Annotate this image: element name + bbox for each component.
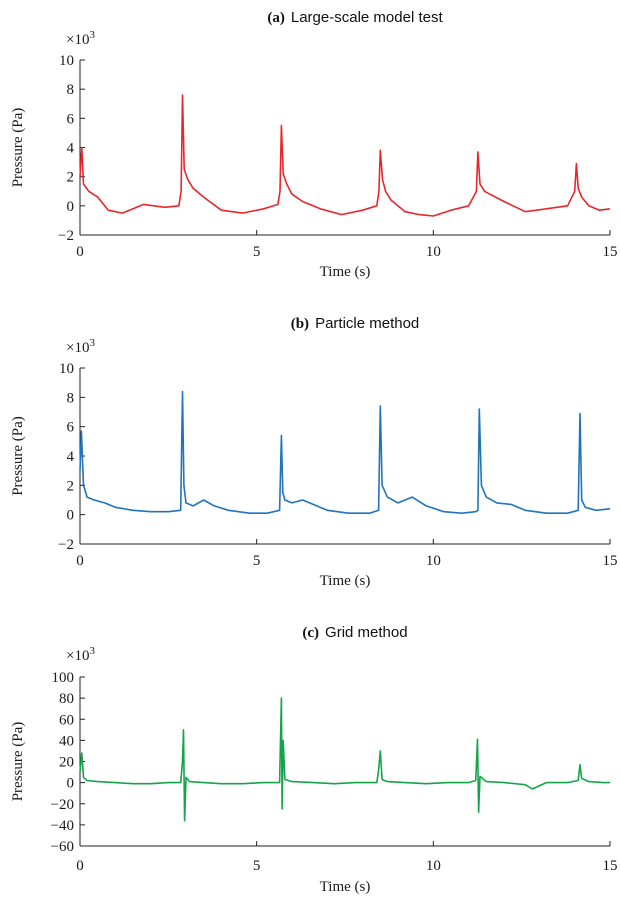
y-multiplier-exponent: 3 bbox=[89, 29, 95, 41]
y-tick-label: 4 bbox=[67, 449, 75, 465]
y-axis-label: Pressure (Pa) bbox=[10, 416, 26, 496]
y-axis-label: Pressure (Pa) bbox=[10, 108, 26, 188]
x-tick-label: 5 bbox=[253, 244, 261, 260]
y-tick-label: 0 bbox=[67, 199, 75, 215]
x-tick-label: 0 bbox=[76, 244, 84, 260]
x-axis-label: Time (s) bbox=[320, 264, 371, 280]
x-tick-label: 0 bbox=[76, 553, 84, 569]
y-multiplier: ×103 bbox=[66, 645, 95, 664]
chart-panel-2: (c) Grid method ×103 −60 −40 −20 0 20 40 60 80 100 0… bbox=[10, 624, 618, 895]
y-tick-label: 2 bbox=[67, 170, 75, 186]
chart-title-text: Grid method bbox=[325, 624, 408, 641]
series-line-0 bbox=[79, 94, 611, 217]
y-tick-label: 10 bbox=[59, 361, 74, 377]
x-tick-label: 0 bbox=[76, 858, 84, 874]
y-tick-label: 8 bbox=[67, 82, 75, 98]
y-tick-label: −40 bbox=[51, 818, 74, 834]
x-axis-label: Time (s) bbox=[320, 879, 371, 895]
x-tick-label: 5 bbox=[253, 858, 261, 874]
y-multiplier-exponent: 3 bbox=[89, 337, 95, 349]
x-tick-label: 15 bbox=[603, 858, 618, 874]
y-tick-label: 6 bbox=[67, 111, 75, 127]
series-line-0 bbox=[79, 390, 611, 514]
y-tick-label: 40 bbox=[59, 733, 74, 749]
chart-title-prefix: (a) bbox=[267, 10, 285, 26]
y-multiplier-exponent: 3 bbox=[89, 645, 95, 657]
chart-title-prefix: (b) bbox=[291, 316, 309, 332]
chart-title: (c) Grid method bbox=[302, 624, 407, 641]
y-axis-label: Pressure (Pa) bbox=[10, 722, 26, 802]
chart-title: (b) Particle method bbox=[291, 315, 420, 332]
y-tick-label: 2 bbox=[67, 478, 75, 494]
y-tick-label: 10 bbox=[59, 53, 74, 69]
y-multiplier: ×103 bbox=[66, 337, 95, 356]
x-tick-label: 15 bbox=[603, 244, 618, 260]
y-tick-label: −2 bbox=[58, 537, 74, 553]
y-tick-label: 6 bbox=[67, 420, 75, 436]
y-tick-label: 100 bbox=[52, 670, 75, 686]
y-tick-label: 80 bbox=[59, 691, 74, 707]
y-tick-label: 0 bbox=[67, 776, 75, 792]
chart-title-text: Large-scale model test bbox=[291, 9, 444, 26]
x-tick-label: 15 bbox=[603, 553, 618, 569]
y-multiplier-base: ×10 bbox=[66, 648, 89, 664]
y-tick-label: −2 bbox=[58, 228, 74, 244]
y-tick-label: 8 bbox=[67, 390, 75, 406]
y-multiplier-base: ×10 bbox=[66, 340, 89, 356]
x-axis-label: Time (s) bbox=[320, 573, 371, 589]
y-multiplier-base: ×10 bbox=[66, 32, 89, 48]
x-tick-label: 10 bbox=[426, 553, 441, 569]
y-multiplier: ×103 bbox=[66, 29, 95, 48]
chart-title-text: Particle method bbox=[315, 315, 419, 332]
x-tick-label: 10 bbox=[426, 244, 441, 260]
y-tick-label: 4 bbox=[67, 141, 75, 157]
y-tick-label: 20 bbox=[59, 755, 74, 771]
chart-title: (a) Large-scale model test bbox=[267, 9, 443, 26]
x-tick-label: 5 bbox=[253, 553, 261, 569]
y-tick-label: −20 bbox=[51, 797, 74, 813]
x-tick-label: 10 bbox=[426, 858, 441, 874]
y-tick-label: 0 bbox=[67, 508, 75, 524]
series-line-0 bbox=[79, 697, 610, 822]
y-tick-label: 60 bbox=[59, 712, 74, 728]
y-tick-label: −60 bbox=[51, 839, 74, 855]
chart-title-prefix: (c) bbox=[302, 625, 319, 641]
